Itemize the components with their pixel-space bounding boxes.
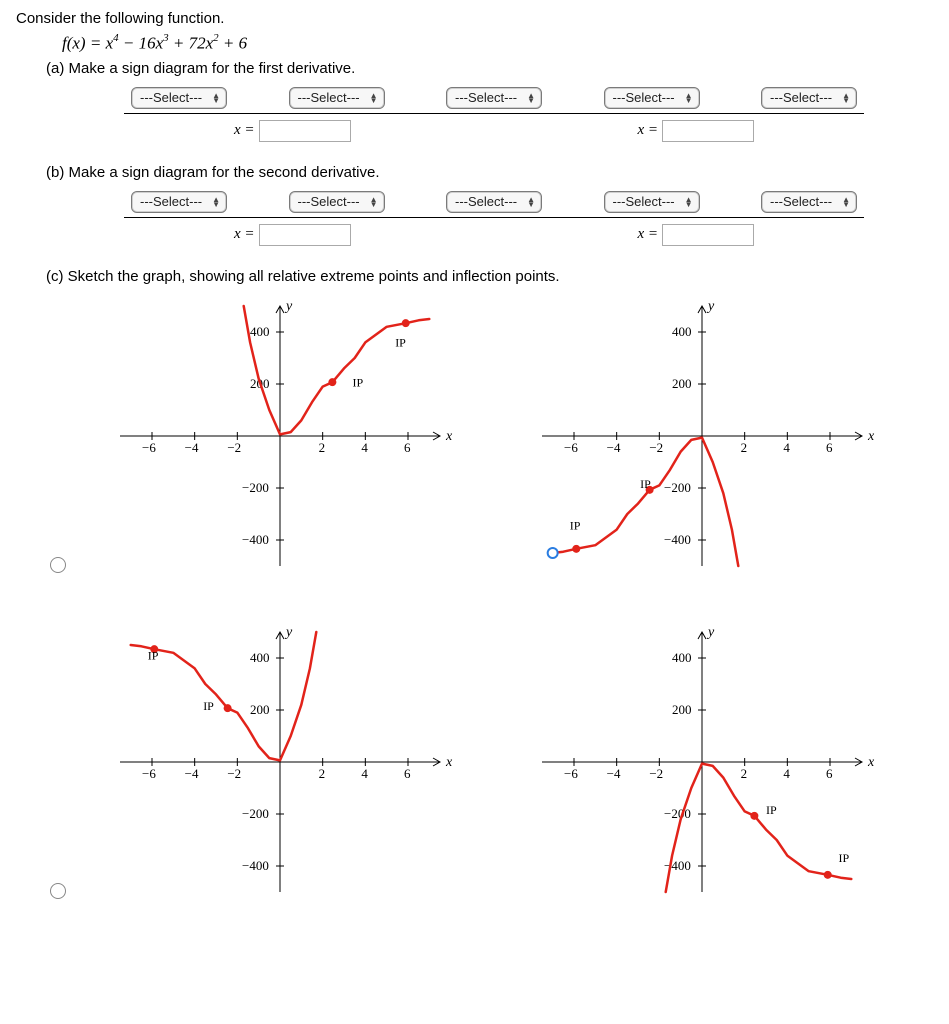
svg-text:IP: IP [395, 335, 406, 349]
x-equals-label: x = [234, 122, 255, 139]
svg-text:6: 6 [404, 766, 411, 781]
sign-select[interactable]: ---Select---▲▼ [446, 87, 542, 109]
svg-text:400: 400 [672, 650, 692, 665]
part-c-text: (c) Sketch the graph, showing all relati… [46, 268, 933, 285]
svg-text:−2: −2 [227, 766, 241, 781]
svg-text:y: y [706, 625, 715, 640]
graph-option-4: x y −6 −4 −2 2 4 6 −400 −200 200 400 IP IP [512, 617, 892, 907]
x-equals-label: x = [637, 226, 658, 243]
svg-text:−200: −200 [664, 480, 691, 495]
svg-text:−200: −200 [242, 806, 269, 821]
svg-text:4: 4 [783, 766, 790, 781]
sign-select[interactable]: ---Select---▲▼ [446, 191, 542, 213]
sign-select[interactable]: ---Select---▲▼ [604, 87, 700, 109]
svg-text:200: 200 [672, 702, 692, 717]
x-value-input[interactable] [662, 120, 754, 142]
sign-diagram-a: ---Select---▲▼ ---Select---▲▼ ---Select---… [124, 83, 933, 142]
x-value-input[interactable] [259, 120, 351, 142]
part-a-text: (a) Make a sign diagram for the first de… [46, 60, 933, 77]
svg-text:400: 400 [672, 324, 692, 339]
svg-text:IP: IP [766, 803, 777, 817]
sign-select[interactable]: ---Select---▲▼ [761, 191, 857, 213]
svg-text:200: 200 [672, 376, 692, 391]
svg-text:−400: −400 [242, 532, 269, 547]
graph-option-1-radio-cell [26, 557, 90, 581]
svg-text:y: y [284, 625, 293, 640]
svg-text:−400: −400 [242, 858, 269, 873]
svg-text:x: x [867, 429, 875, 444]
svg-text:x: x [867, 755, 875, 770]
svg-text:x: x [445, 755, 453, 770]
svg-text:2: 2 [319, 440, 326, 455]
svg-text:4: 4 [783, 440, 790, 455]
sign-select[interactable]: ---Select---▲▼ [289, 87, 385, 109]
svg-text:IP: IP [203, 699, 214, 713]
svg-text:6: 6 [404, 440, 411, 455]
svg-text:−4: −4 [185, 766, 199, 781]
svg-text:−6: −6 [142, 766, 156, 781]
svg-text:y: y [284, 299, 293, 314]
sign-diagram-b: ---Select---▲▼ ---Select---▲▼ ---Select---… [124, 187, 933, 246]
svg-text:IP: IP [148, 648, 159, 662]
svg-text:IP: IP [640, 477, 651, 491]
svg-text:−6: −6 [142, 440, 156, 455]
svg-text:−400: −400 [664, 858, 691, 873]
intro-text: Consider the following function. [16, 10, 933, 27]
svg-text:6: 6 [826, 440, 833, 455]
x-value-input[interactable] [259, 224, 351, 246]
svg-text:−2: −2 [649, 766, 663, 781]
svg-text:−400: −400 [664, 532, 691, 547]
svg-text:−6: −6 [564, 766, 578, 781]
svg-text:400: 400 [250, 650, 270, 665]
graph-option-3: x y −6 −4 −2 2 4 6 −400 −200 200 400 IP IP [90, 617, 470, 907]
sd-b-selects-row: ---Select---▲▼ ---Select---▲▼ ---Select---… [124, 187, 864, 218]
sd-a-values-row: x = x = [124, 120, 864, 142]
svg-text:−4: −4 [185, 440, 199, 455]
svg-text:−2: −2 [649, 440, 663, 455]
svg-text:−2: −2 [227, 440, 241, 455]
svg-text:−200: −200 [242, 480, 269, 495]
graph-option-2: x y −6 −4 −2 2 4 6 −400 −200 200 400 IP IP [512, 291, 892, 581]
svg-text:IP: IP [353, 375, 364, 389]
x-value-input[interactable] [662, 224, 754, 246]
graph-option-3-radio-cell [26, 883, 90, 907]
function-expression: f(x) = x4 − 16x3 + 72x2 + 6 [62, 33, 933, 54]
x-equals-label: x = [637, 122, 658, 139]
svg-text:2: 2 [319, 766, 326, 781]
sign-select[interactable]: ---Select---▲▼ [289, 191, 385, 213]
sd-a-selects-row: ---Select---▲▼ ---Select---▲▼ ---Select---… [124, 83, 864, 114]
svg-text:4: 4 [361, 766, 368, 781]
graph-option-3-radio[interactable] [50, 883, 66, 899]
graph-option-1-radio[interactable] [50, 557, 66, 573]
graph-option-1: xy−6−4−2246−400−200200400IPIP [90, 291, 470, 581]
svg-text:x: x [445, 429, 453, 444]
svg-text:IP: IP [838, 851, 849, 865]
svg-text:−4: −4 [606, 440, 620, 455]
sign-select[interactable]: ---Select---▲▼ [604, 191, 700, 213]
svg-text:4: 4 [361, 440, 368, 455]
svg-text:2: 2 [740, 766, 747, 781]
svg-text:400: 400 [250, 324, 270, 339]
sign-select[interactable]: ---Select---▲▼ [131, 191, 227, 213]
svg-text:IP: IP [569, 518, 580, 532]
sign-select[interactable]: ---Select---▲▼ [761, 87, 857, 109]
svg-text:−200: −200 [664, 806, 691, 821]
svg-text:200: 200 [250, 702, 270, 717]
graphs-grid: x y −6 −4 −2 2 4 6 −400 −200 200 400 IP IP x y −6 −4 −2 2 4… [26, 291, 933, 907]
x-equals-label: x = [234, 226, 255, 243]
svg-text:6: 6 [826, 766, 833, 781]
svg-text:2: 2 [740, 440, 747, 455]
part-b-text: (b) Make a sign diagram for the second d… [46, 164, 933, 181]
svg-text:−4: −4 [606, 766, 620, 781]
sd-b-values-row: x = x = [124, 224, 864, 246]
svg-text:y: y [706, 299, 715, 314]
sign-select[interactable]: ---Select---▲▼ [131, 87, 227, 109]
svg-text:−6: −6 [564, 440, 578, 455]
